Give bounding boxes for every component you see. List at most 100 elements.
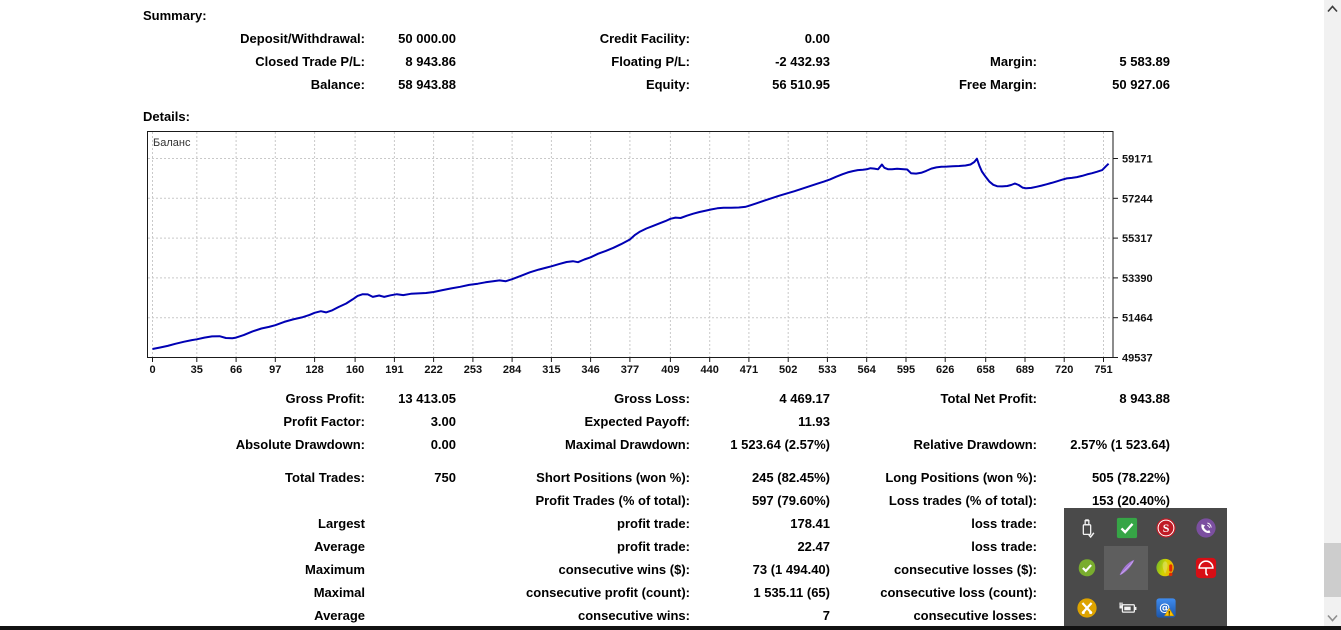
stat-value: 1 535.11 (65)	[753, 585, 830, 600]
avira-umbrella-icon[interactable]	[1195, 557, 1217, 579]
scroll-thumb[interactable]	[1324, 543, 1341, 597]
viber-phone-icon[interactable]	[1195, 517, 1217, 539]
svg-text:720: 720	[1055, 364, 1073, 376]
stat-value: 8 943.86	[405, 54, 456, 69]
stat-label: Largest	[318, 516, 365, 531]
svg-text:471: 471	[740, 364, 758, 376]
svg-text:59171: 59171	[1122, 154, 1153, 166]
stat-value: 73 (1 494.40)	[752, 562, 830, 577]
svg-text:49537: 49537	[1122, 353, 1153, 365]
battery-plug-icon[interactable]	[1116, 597, 1138, 619]
stat-value: 0.00	[430, 437, 456, 452]
stat-label: Margin:	[990, 54, 1037, 69]
stat-label: consecutive loss (count):	[880, 585, 1037, 600]
leaf-check-icon[interactable]	[1076, 557, 1098, 579]
stat-label: consecutive losses:	[913, 608, 1037, 623]
svg-text:502: 502	[779, 364, 797, 376]
stat-label: loss trade:	[971, 516, 1037, 531]
stat-label: consecutive wins:	[578, 608, 690, 623]
stat-label: profit trade:	[617, 516, 690, 531]
svg-text:658: 658	[977, 364, 995, 376]
stat-label: Long Positions (won %):	[885, 470, 1037, 485]
scroll-down-button[interactable]	[1324, 609, 1341, 626]
stat-label: Deposit/Withdrawal:	[240, 31, 365, 46]
svg-text:66: 66	[230, 364, 242, 376]
stat-label: Credit Facility:	[599, 31, 690, 46]
green-check-icon[interactable]	[1116, 517, 1138, 539]
svg-text:751: 751	[1094, 364, 1112, 376]
stat-value: 178.41	[790, 516, 830, 531]
stat-value: 750	[434, 470, 456, 485]
taskbar-edge	[0, 626, 1341, 630]
stat-value: 50 000.00	[398, 31, 456, 46]
stat-label: Total Trades:	[285, 470, 365, 485]
stat-label: Gross Loss:	[614, 391, 690, 406]
stat-label: Maximum	[305, 562, 365, 577]
stat-label: Average	[314, 608, 365, 623]
stat-label: Gross Profit:	[285, 391, 365, 406]
svg-text:51464: 51464	[1122, 313, 1153, 325]
stat-label: Relative Drawdown:	[913, 437, 1037, 452]
stat-value: 5 583.89	[1119, 54, 1170, 69]
tray-overflow-popup: S	[1064, 508, 1227, 626]
svg-text:284: 284	[503, 364, 522, 376]
chart-series-label: Баланс	[153, 137, 191, 149]
stat-label: Free Margin:	[958, 77, 1037, 92]
svg-text:53390: 53390	[1122, 273, 1153, 285]
stat-label: Maximal	[313, 585, 365, 600]
svg-text:626: 626	[936, 364, 954, 376]
stat-label: Maximal Drawdown:	[565, 437, 690, 452]
balance-chart: 0 35 66 97 128 160 191 222 253 284 315 346 377 409 440…	[147, 131, 1157, 377]
stat-value: 58 943.88	[398, 77, 456, 92]
feather-icon[interactable]	[1116, 557, 1138, 579]
svg-text:191: 191	[385, 364, 403, 376]
stat-label: consecutive profit (count):	[526, 585, 690, 600]
balance-chart-svg: 0 35 66 97 128 160 191 222 253 284 315 346 377 409 440…	[147, 131, 1153, 376]
stat-value: 22.47	[797, 539, 830, 554]
svg-text:57244: 57244	[1122, 193, 1153, 205]
svg-text:S: S	[1163, 521, 1170, 535]
network-warning-icon[interactable]: @	[1155, 597, 1177, 619]
stat-label: Average	[314, 539, 365, 554]
svg-text:533: 533	[818, 364, 836, 376]
stat-value: 7	[822, 608, 830, 623]
stat-value: 8 943.88	[1119, 391, 1170, 406]
stat-label: profit trade:	[617, 539, 690, 554]
stat-label: loss trade:	[971, 539, 1037, 554]
svg-text:0: 0	[149, 364, 155, 376]
usb-eject-icon[interactable]	[1076, 517, 1098, 539]
svg-text:346: 346	[581, 364, 599, 376]
stat-label: Profit Trades (% of total):	[535, 493, 690, 508]
stat-value: 11.93	[798, 414, 830, 429]
svg-text:689: 689	[1016, 364, 1034, 376]
stat-label: Floating P/L:	[611, 54, 690, 69]
stat-label: Total Net Profit:	[940, 391, 1037, 406]
scroll-up-button[interactable]	[1324, 0, 1341, 17]
stat-value: 245 (82.45%)	[751, 470, 830, 485]
stat-label: Profit Factor:	[283, 414, 365, 429]
stat-value: 3.00	[430, 414, 456, 429]
stat-value: 2.57% (1 523.64)	[1070, 437, 1170, 452]
stat-value: 50 927.06	[1112, 77, 1170, 92]
svg-text:315: 315	[542, 364, 560, 376]
red-s-icon[interactable]: S	[1155, 517, 1177, 539]
summary-heading: Summary:	[143, 8, 207, 23]
stat-value: -2 432.93	[775, 54, 830, 69]
svg-text:440: 440	[701, 364, 719, 376]
stat-value: 0.00	[804, 31, 830, 46]
sphere-warning-icon[interactable]	[1155, 557, 1177, 579]
stat-value: 1 523.64 (2.57%)	[730, 437, 830, 452]
stat-value: 597 (79.60%)	[751, 493, 830, 508]
stat-label: Short Positions (won %):	[536, 470, 690, 485]
svg-text:222: 222	[424, 364, 442, 376]
yellow-cut-icon[interactable]	[1076, 597, 1098, 619]
svg-text:97: 97	[269, 364, 281, 376]
stat-label: Absolute Drawdown:	[235, 437, 365, 452]
svg-text:377: 377	[621, 364, 639, 376]
vertical-scrollbar[interactable]	[1324, 0, 1341, 626]
stat-label: Closed Trade P/L:	[255, 54, 365, 69]
svg-text:595: 595	[897, 364, 915, 376]
svg-text:409: 409	[661, 364, 679, 376]
stat-label: Equity:	[645, 77, 690, 92]
